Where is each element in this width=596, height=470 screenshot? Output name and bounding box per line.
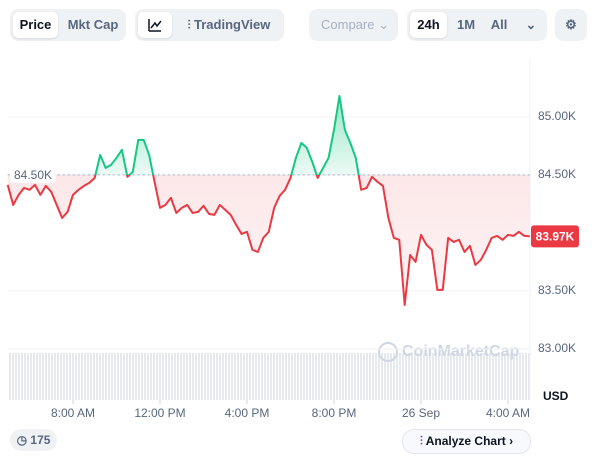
volume-band bbox=[8, 353, 530, 400]
range-tab[interactable]: All bbox=[490, 17, 508, 32]
x-tick-label: 4:00 AM bbox=[486, 406, 530, 420]
chart-style: ⫶ TradingView bbox=[135, 9, 284, 41]
range-tab[interactable]: 1M bbox=[456, 17, 476, 32]
analyze-button[interactable]: ⫶ Analyze Chart › bbox=[402, 429, 531, 454]
current-price-tag bbox=[531, 225, 579, 248]
x-tick-label: 4:00 PM bbox=[225, 406, 270, 420]
compare-dropdown[interactable]: Compare ⌄ bbox=[309, 9, 398, 41]
x-tick-label: 26 Sep bbox=[402, 406, 440, 420]
comments-badge[interactable]: ◷ 175 bbox=[10, 429, 57, 451]
mktcap-tab[interactable]: Mkt Cap bbox=[67, 17, 119, 32]
price-tab[interactable]: Price bbox=[13, 12, 58, 38]
settings-button[interactable]: ⚙ bbox=[555, 9, 587, 41]
area-fill bbox=[7, 95, 530, 305]
y-tick-label: 85.00K bbox=[538, 109, 576, 123]
metric-toggle: Price Mkt Cap bbox=[10, 9, 126, 41]
watermark: CoinMarketCap bbox=[402, 343, 520, 360]
range-more[interactable]: ⌄ bbox=[525, 17, 537, 32]
compare-label: Compare bbox=[321, 17, 375, 32]
y-tick-label: 83.00K bbox=[538, 341, 576, 355]
x-tick-label: 8:00 PM bbox=[312, 406, 357, 420]
y-tick-label: 84.50K bbox=[538, 167, 576, 181]
tradingview-label: TradingView bbox=[194, 17, 271, 32]
current-price-label: 83.97K bbox=[536, 230, 575, 244]
watermark-logo bbox=[378, 342, 398, 362]
tradingview-tab[interactable]: ⫶ TradingView bbox=[187, 17, 271, 32]
analyze-label: Analyze Chart bbox=[425, 434, 506, 448]
x-tick-label: 12:00 PM bbox=[134, 406, 185, 420]
baseline-tag: 84.50K bbox=[14, 168, 52, 182]
comments-count: 175 bbox=[30, 433, 51, 447]
x-tick-label: 8:00 AM bbox=[51, 406, 95, 420]
baseline-tag-bg bbox=[10, 166, 56, 183]
unit-label: USD bbox=[543, 389, 569, 403]
y-tick-label: 83.50K bbox=[538, 283, 576, 297]
range-toggle: 24h 1M All ⌄ bbox=[407, 9, 547, 41]
range-tab[interactable]: 24h bbox=[410, 12, 447, 38]
price-line bbox=[6, 94, 530, 306]
line-icon[interactable] bbox=[138, 12, 172, 38]
